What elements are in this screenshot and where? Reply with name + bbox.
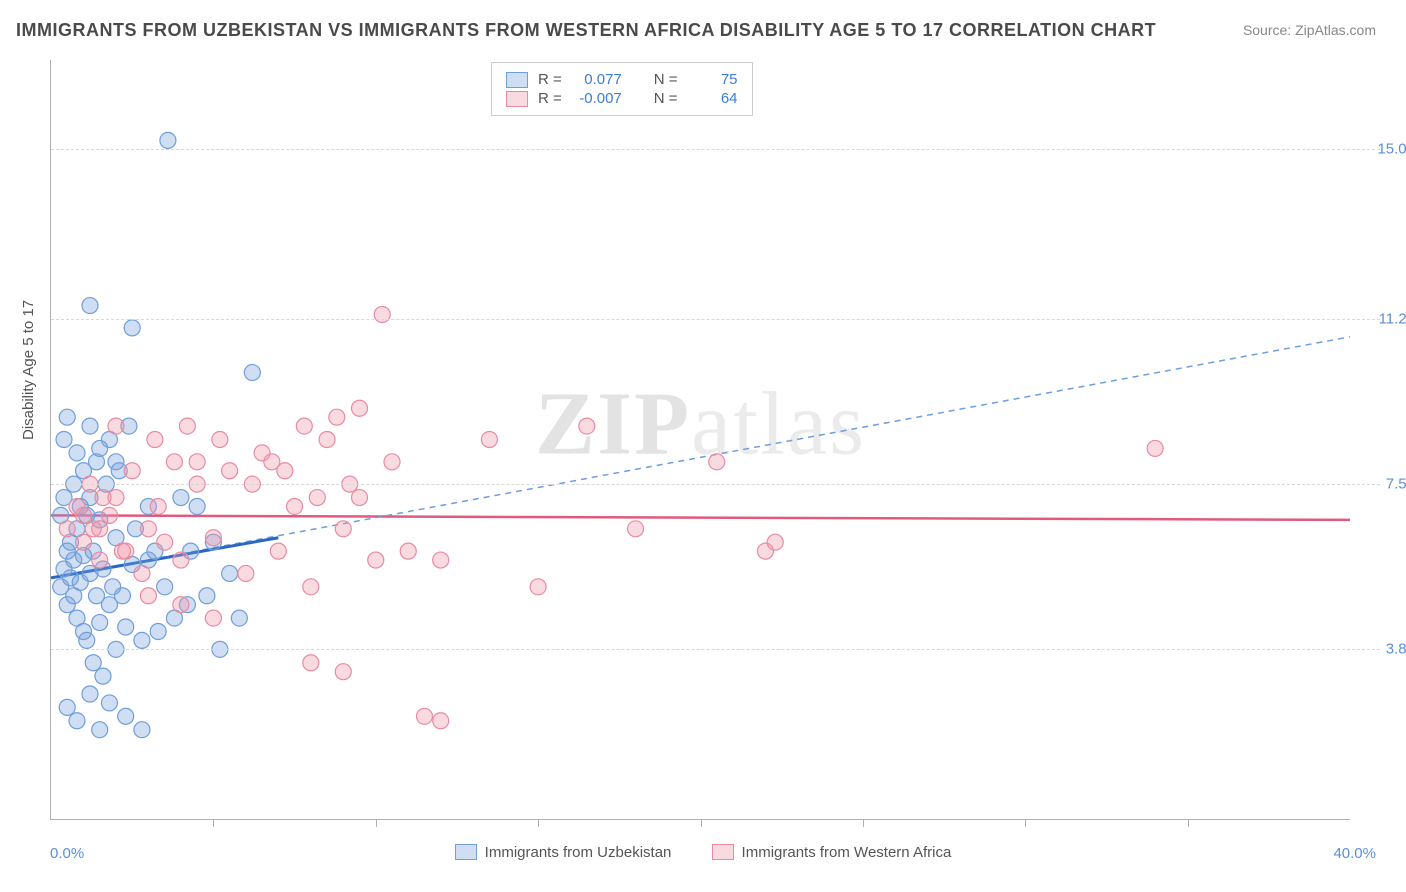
chart-container: IMMIGRANTS FROM UZBEKISTAN VS IMMIGRANTS… [0, 0, 1406, 892]
chart-title: IMMIGRANTS FROM UZBEKISTAN VS IMMIGRANTS… [16, 20, 1156, 41]
gridline [51, 649, 1380, 650]
x-tick [1025, 819, 1026, 827]
y-axis-label: Disability Age 5 to 17 [20, 300, 37, 440]
x-tick [376, 819, 377, 827]
gridline [51, 149, 1380, 150]
x-tick [1188, 819, 1189, 827]
legend-item-0: Immigrants from Uzbekistan [455, 844, 672, 861]
legend-label-0: Immigrants from Uzbekistan [485, 844, 672, 861]
y-tick-label: 11.2% [1379, 310, 1406, 327]
plot-area: ZIPatlas R = 0.077 N = 75 R = -0.007 N =… [50, 60, 1350, 820]
y-tick-label: 15.0% [1377, 141, 1406, 158]
x-tick [863, 819, 864, 827]
legend-label-1: Immigrants from Western Africa [742, 844, 952, 861]
bottom-legend: Immigrants from Uzbekistan Immigrants fr… [0, 844, 1406, 865]
x-tick [701, 819, 702, 827]
gridline [51, 484, 1380, 485]
x-tick [538, 819, 539, 827]
gridline [51, 319, 1380, 320]
legend-swatch-1 [712, 844, 734, 860]
legend-item-1: Immigrants from Western Africa [712, 844, 952, 861]
y-tick-label: 3.8% [1386, 641, 1406, 658]
plot-svg [51, 60, 1350, 819]
legend-swatch-0 [455, 844, 477, 860]
y-tick-label: 7.5% [1386, 476, 1406, 493]
x-tick [213, 819, 214, 827]
source-label: Source: ZipAtlas.com [1243, 22, 1376, 38]
